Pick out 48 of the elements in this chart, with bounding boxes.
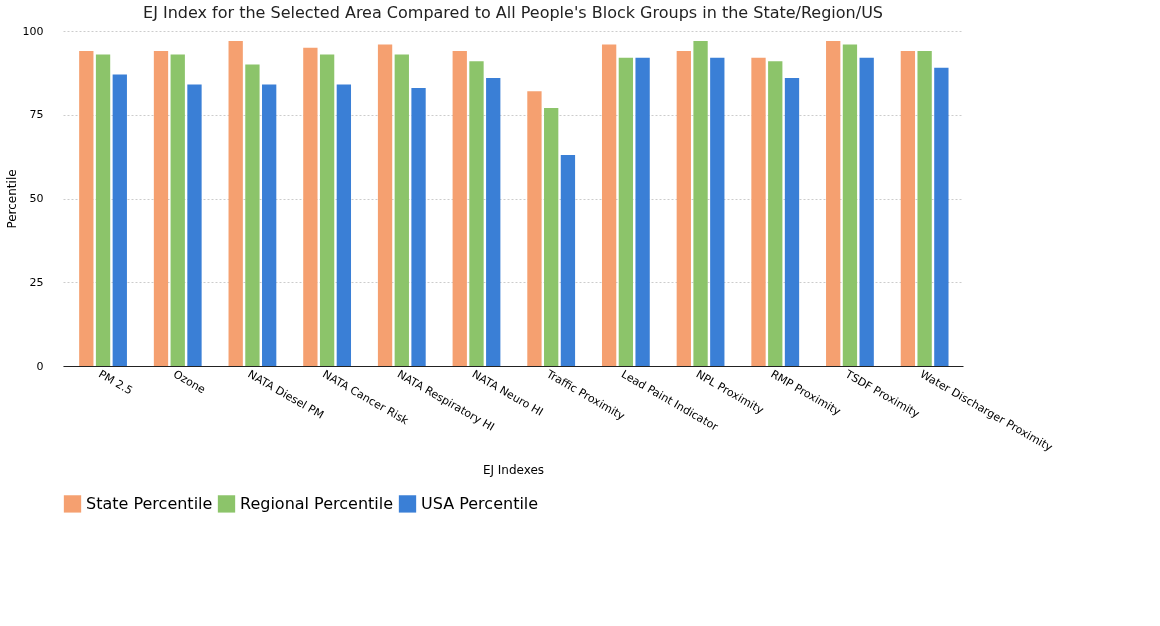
bar [112,74,127,366]
bar [768,61,783,366]
bar [934,67,949,366]
bar [618,57,634,366]
bar [676,51,691,366]
x-axis-title: EJ Indexes [482,463,545,478]
bar [336,84,352,366]
bar [79,51,94,366]
bar [153,51,169,366]
y-tick-label: 25 [29,275,44,289]
y-tick-label: 100 [22,24,44,38]
chart-title: EJ Index for the Selected Area Compared to All People's Block Groups in the State/Region/US [143,3,883,22]
bar [262,84,277,366]
bar [245,64,260,366]
bar [859,57,874,366]
bar [377,44,393,366]
bar [469,61,484,366]
bar [228,41,243,366]
bar [842,44,858,366]
legend-label: State Percentile [86,493,213,513]
bar [635,57,650,366]
bar [303,47,318,366]
bar [917,51,932,366]
legend-label: Regional Percentile [240,493,394,513]
y-tick-label: 50 [29,192,44,205]
x-tick-label: PM 2.5 [96,367,135,398]
legend-label: USA Percentile [421,493,539,513]
bar [394,54,409,366]
bar [170,54,185,366]
bar [452,51,467,366]
bar [900,51,916,366]
y-tick-label: 0 [36,359,44,373]
bar [527,91,542,366]
bar [784,77,800,366]
bar [187,84,202,366]
bar [826,41,841,366]
bar [95,54,111,366]
bar [319,54,335,366]
bar [710,57,725,366]
bar [411,87,426,366]
bar [560,154,576,366]
bar [601,44,617,366]
bar [751,57,766,366]
y-axis-title: Percentile [4,169,19,229]
y-tick-label: 75 [29,108,44,122]
bar [544,108,559,366]
bar [486,77,501,366]
bar [693,41,708,366]
